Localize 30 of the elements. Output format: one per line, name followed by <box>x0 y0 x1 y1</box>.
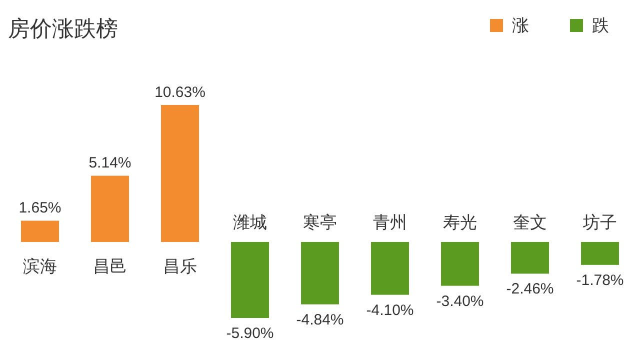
data-label: -1.78% <box>576 272 624 289</box>
x-tick-label: 寒亭 <box>303 212 337 232</box>
bar <box>371 242 409 295</box>
data-label: -5.90% <box>226 325 274 342</box>
x-tick-label: 昌邑 <box>93 256 127 276</box>
bar <box>161 105 199 242</box>
data-label: -4.84% <box>296 311 344 328</box>
x-tick-label: 坊子 <box>582 212 617 232</box>
bar <box>91 176 129 242</box>
bar <box>441 242 479 286</box>
bar <box>231 242 269 318</box>
x-tick-label: 潍城 <box>233 212 267 232</box>
x-tick-label: 寿光 <box>443 212 477 232</box>
x-tick-label: 滨海 <box>23 256 57 276</box>
legend-label: 涨 <box>512 16 529 35</box>
x-tick-label: 昌乐 <box>163 256 197 276</box>
data-label: 1.65% <box>18 200 62 217</box>
chart-title: 房价涨跌榜 <box>8 16 118 41</box>
bar <box>21 220 59 242</box>
data-label: -2.46% <box>506 280 554 298</box>
legend-label: 跌 <box>592 16 609 35</box>
data-label: 5.14% <box>88 154 132 172</box>
data-label: -4.10% <box>366 302 414 319</box>
data-label: 10.63% <box>154 84 206 101</box>
x-tick-label: 青州 <box>373 212 407 232</box>
bar <box>581 242 619 265</box>
x-tick-label: 奎文 <box>513 212 547 232</box>
bar <box>511 242 549 274</box>
data-label: -3.40% <box>436 292 484 310</box>
bar <box>301 242 339 304</box>
